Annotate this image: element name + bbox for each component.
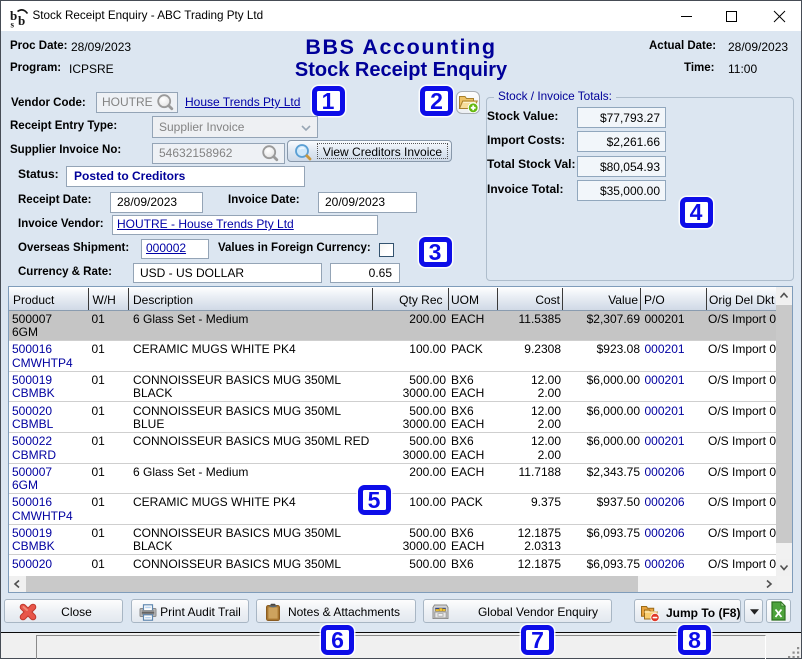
svg-text:s: s <box>11 20 15 29</box>
svg-text:b: b <box>18 13 25 28</box>
svg-text:b: b <box>10 8 17 23</box>
